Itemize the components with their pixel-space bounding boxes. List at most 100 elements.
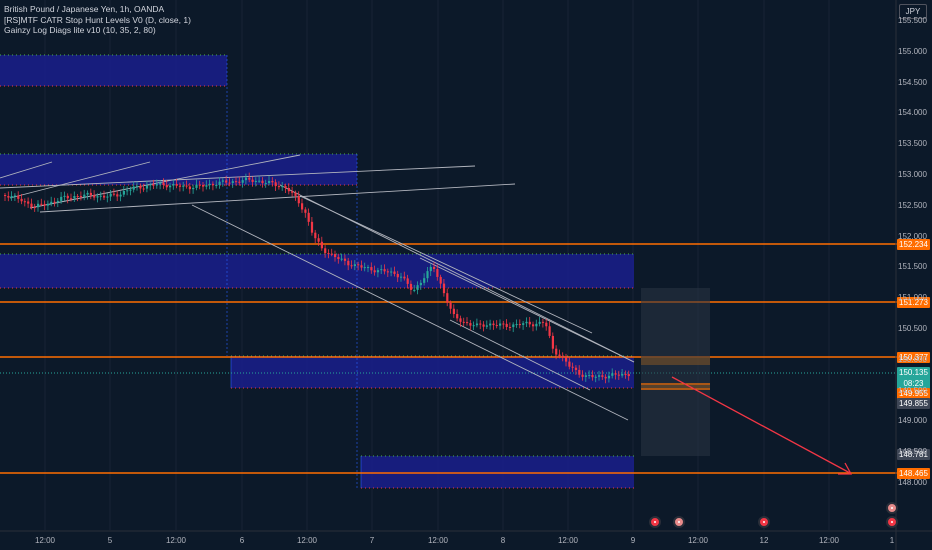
candle-body — [584, 375, 587, 377]
candle-body — [594, 376, 597, 378]
candle-body — [393, 271, 396, 274]
candle-body — [172, 183, 175, 186]
candle-body — [462, 321, 465, 323]
zone-box — [231, 356, 634, 388]
candle-body — [380, 269, 383, 271]
candle-body — [588, 374, 591, 376]
price-tick-label: 155.000 — [898, 46, 927, 56]
candle-body — [122, 190, 125, 195]
candle-body — [169, 185, 172, 188]
indicator-log-diags[interactable]: Gainzy Log Diags lite v10 (10, 35, 2, 80… — [4, 25, 156, 35]
candle-body — [304, 209, 307, 213]
candle-body — [466, 322, 469, 324]
candle-body — [472, 325, 475, 327]
candle-body — [178, 185, 182, 187]
candle-body — [442, 283, 446, 294]
candle-body — [83, 194, 86, 197]
candle-body — [574, 367, 578, 370]
candle-body — [406, 278, 409, 284]
price-tick-label: 150.000 — [898, 354, 927, 364]
candle-body — [195, 184, 198, 188]
candle-body — [320, 241, 323, 249]
candle-body — [479, 323, 482, 325]
candle-body — [211, 183, 215, 186]
candle-body — [152, 184, 155, 186]
time-tick-label: 6 — [239, 536, 245, 545]
candle-body — [235, 181, 238, 183]
candle-body — [142, 188, 145, 190]
time-tick-label: 5 — [107, 536, 113, 545]
price-tick-label: 154.500 — [898, 77, 927, 87]
candle-body — [145, 185, 149, 189]
candle-body — [532, 324, 535, 327]
candle-body — [116, 194, 119, 197]
candle-body — [409, 283, 413, 290]
candle-body — [60, 196, 63, 201]
price-tick-label: 155.500 — [898, 16, 927, 25]
candle-body — [7, 196, 10, 198]
candle-body — [185, 185, 188, 187]
calendar-event-icon[interactable] — [673, 516, 685, 528]
candle-body — [499, 323, 502, 326]
candle-body — [416, 285, 419, 290]
time-tick-label: 12:00 — [34, 536, 56, 545]
candle-body — [132, 186, 135, 190]
candle-body — [208, 183, 211, 186]
level-badge: 148.781 — [897, 449, 930, 460]
candle-body — [423, 278, 426, 283]
candle-body — [27, 201, 30, 204]
candle-body — [330, 253, 333, 255]
candle-body — [334, 254, 337, 258]
candle-body — [261, 180, 264, 184]
candle-body — [512, 324, 515, 328]
candle-body — [248, 177, 251, 180]
candle-body — [175, 183, 178, 186]
candle-body — [106, 196, 109, 198]
candle-body — [396, 273, 399, 278]
candle-body — [555, 348, 558, 355]
candle-body — [413, 289, 416, 291]
level-badge: 151.273 — [897, 297, 930, 308]
candle-body — [419, 282, 422, 286]
level-badge: 149.955 — [897, 388, 930, 399]
candle-body — [611, 373, 614, 376]
candle-body — [538, 321, 541, 324]
candle-body — [149, 184, 152, 186]
candle-body — [343, 258, 347, 261]
time-tick-label: 12:00 — [165, 536, 187, 545]
candle-body — [291, 191, 294, 193]
candle-body — [50, 201, 53, 204]
candle-body — [456, 314, 459, 319]
candle-body — [446, 293, 449, 303]
symbol-title[interactable]: British Pound / Japanese Yen, 1h, OANDA — [4, 4, 165, 14]
calendar-event-icon[interactable] — [758, 516, 770, 528]
candle-body — [502, 323, 505, 325]
candle-body — [221, 180, 224, 182]
currency-selector[interactable]: JPY — [899, 4, 927, 19]
candle-body — [449, 302, 452, 309]
candle-body — [489, 323, 492, 326]
calendar-event-icon[interactable] — [886, 502, 898, 514]
indicator-stop-hunt[interactable]: [RS]MTF CATR Stop Hunt Levels V0 (D, clo… — [4, 14, 191, 25]
price-tick-label: 148.500 — [898, 447, 927, 457]
candle-body — [350, 265, 353, 267]
calendar-event-icon[interactable] — [649, 516, 661, 528]
candle-body — [621, 373, 624, 376]
projection-highlight — [641, 357, 710, 365]
candle-body — [228, 182, 231, 184]
candle-body — [182, 185, 185, 187]
candle-body — [139, 185, 142, 189]
candle-body — [390, 271, 393, 273]
candle-body — [317, 238, 320, 242]
chart-legend: British Pound / Japanese Yen, 1h, OANDA … — [4, 4, 191, 36]
candle-body — [591, 374, 594, 378]
candle-body — [485, 325, 488, 327]
time-tick-label: 12:00 — [427, 536, 449, 545]
price-tick-label: 153.000 — [898, 170, 927, 179]
calendar-event-icon[interactable] — [886, 516, 898, 528]
candle-body — [244, 177, 248, 181]
candle-body — [571, 366, 574, 368]
candle-body — [159, 182, 162, 185]
